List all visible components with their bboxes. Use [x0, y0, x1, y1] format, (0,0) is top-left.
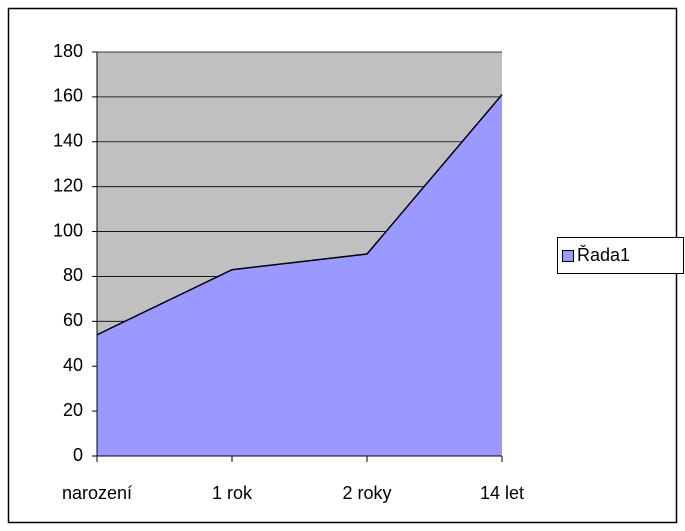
legend-label: Řada1 [577, 245, 630, 265]
y-tick-label: 60 [63, 310, 83, 330]
y-tick-label: 40 [63, 355, 83, 375]
y-tick-label: 120 [53, 175, 83, 195]
legend-swatch [562, 250, 574, 262]
y-tick-label: 160 [53, 86, 83, 106]
x-tick-label: 14 let [480, 483, 524, 503]
y-tick-label: 180 [53, 41, 83, 61]
x-tick-label: 2 roky [342, 483, 391, 503]
area [97, 94, 502, 457]
y-tick-label: 20 [63, 400, 83, 420]
x-tick-label: 1 rok [212, 483, 253, 503]
y-tick-label: 140 [53, 131, 83, 151]
y-tick-label: 80 [63, 265, 83, 285]
y-tick-label: 0 [73, 445, 83, 465]
y-tick-label: 100 [53, 220, 83, 240]
x-tick-label: narození [62, 483, 132, 503]
legend-box [557, 237, 684, 274]
area-outline [96, 94, 503, 336]
